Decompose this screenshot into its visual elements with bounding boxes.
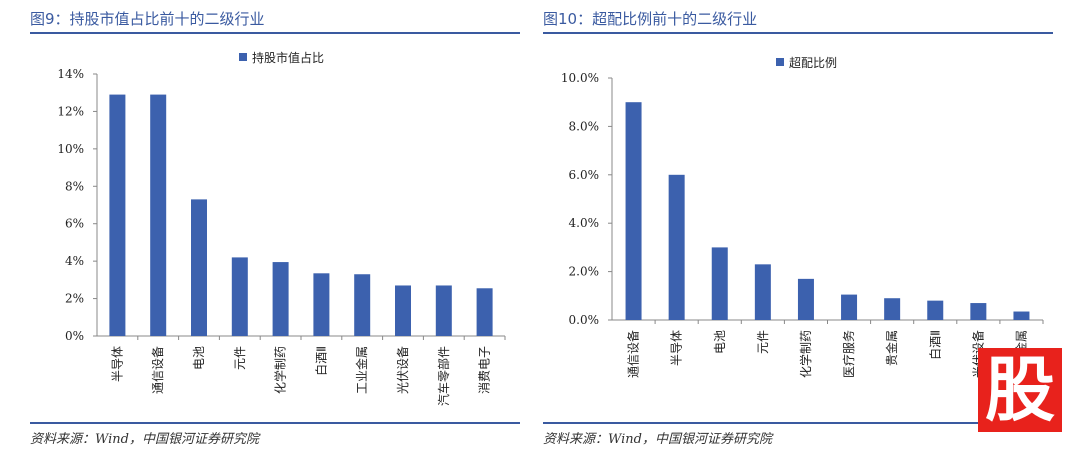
right-category-label: 贵金属	[884, 330, 899, 366]
right-y-tick-label: 2.0%	[569, 265, 600, 279]
right-bar	[625, 102, 642, 320]
left-category-label: 元件	[233, 346, 247, 370]
left-bar	[435, 285, 452, 336]
right-bar	[797, 278, 814, 320]
right-bar	[754, 264, 771, 320]
right-y-tick-label: 6.0%	[569, 168, 600, 182]
left-y-tick-label: 10%	[57, 142, 84, 156]
right-category-label: 医疗服务	[841, 330, 856, 378]
left-y-tick-label: 6%	[65, 217, 84, 231]
right-figure-panel: 图10：超配比例前十的二级行业 资料来源：Wind，中国银河证券研究院	[540, 0, 1080, 449]
right-category-label: 化学制药	[798, 330, 813, 378]
left-bar	[354, 274, 371, 336]
left-figure-title: 图9：持股市值占比前十的二级行业	[30, 10, 265, 28]
right-legend-label: 超配比例	[789, 55, 837, 70]
right-bar	[668, 174, 685, 320]
left-bar-chart: 0% 2% 4% 6% 8% 10% 12% 14% 半导体 通信设备 电池 元件 化学制药 白酒Ⅱ 工业金…	[57, 50, 506, 406]
right-bar	[1013, 311, 1030, 320]
left-bar	[395, 285, 411, 336]
watermark-logo: 股	[978, 348, 1062, 432]
right-bar	[711, 247, 728, 320]
left-bar	[313, 273, 330, 336]
left-bottom-rule	[30, 422, 520, 424]
left-category-label: 汽车零部件	[436, 346, 451, 406]
right-source-note: 资料来源：Wind，中国银河证券研究院	[543, 432, 772, 447]
left-figure-panel: 图9：持股市值占比前十的二级行业 资料来源：Wind，中国银河证券研究院	[30, 10, 520, 447]
right-y-tick-label: 0.0%	[569, 313, 600, 327]
left-bar	[109, 94, 126, 336]
left-y-tick-label: 12%	[57, 104, 84, 118]
right-y-tick-label: 10.0%	[561, 71, 599, 85]
right-category-label: 半导体	[670, 330, 684, 366]
left-bar	[476, 288, 493, 336]
left-title-rule	[30, 32, 520, 34]
left-category-label: 光伏设备	[396, 346, 410, 394]
right-bottom-rule	[543, 422, 1053, 424]
left-category-label: 工业金属	[354, 346, 369, 394]
right-legend-swatch	[776, 58, 784, 66]
left-category-label: 通信设备	[151, 346, 165, 394]
right-bar	[884, 298, 901, 320]
right-category-label: 元件	[756, 330, 770, 354]
right-figure-title: 图10：超配比例前十的二级行业	[543, 10, 758, 28]
right-bar	[841, 294, 858, 320]
left-y-tick-label: 8%	[65, 179, 84, 193]
left-bar	[272, 262, 289, 336]
right-category-label: 白酒Ⅱ	[927, 330, 942, 360]
right-title-rule	[543, 32, 1053, 34]
right-y-tick-label: 4.0%	[569, 216, 600, 230]
left-source-note: 资料来源：Wind，中国银河证券研究院	[30, 432, 259, 447]
left-y-tick-label: 2%	[65, 292, 84, 306]
right-y-tick-label: 8.0%	[569, 119, 600, 133]
left-y-tick-label: 4%	[65, 254, 84, 268]
left-y-tick-label: 14%	[57, 67, 84, 81]
right-category-label: 通信设备	[627, 330, 641, 378]
left-category-label: 消费电子	[478, 346, 492, 394]
left-legend-label: 持股市值占比	[252, 50, 324, 65]
left-category-label: 电池	[192, 346, 206, 370]
right-category-label: 电池	[713, 330, 727, 354]
left-category-label: 半导体	[110, 346, 124, 382]
left-bar	[191, 199, 207, 336]
left-category-label: 白酒Ⅱ	[313, 346, 328, 376]
left-y-tick-label: 0%	[65, 329, 84, 343]
left-bar	[150, 94, 167, 336]
left-bar	[231, 257, 248, 336]
right-bar	[970, 303, 987, 320]
left-legend-swatch	[239, 53, 247, 61]
right-bar	[927, 300, 944, 320]
left-category-label: 化学制药	[273, 346, 288, 394]
right-bar-chart: 0.0% 2.0% 4.0% 6.0% 8.0% 10.0% 通信设备 半导体 电池 元件 化学制药…	[561, 55, 1044, 378]
